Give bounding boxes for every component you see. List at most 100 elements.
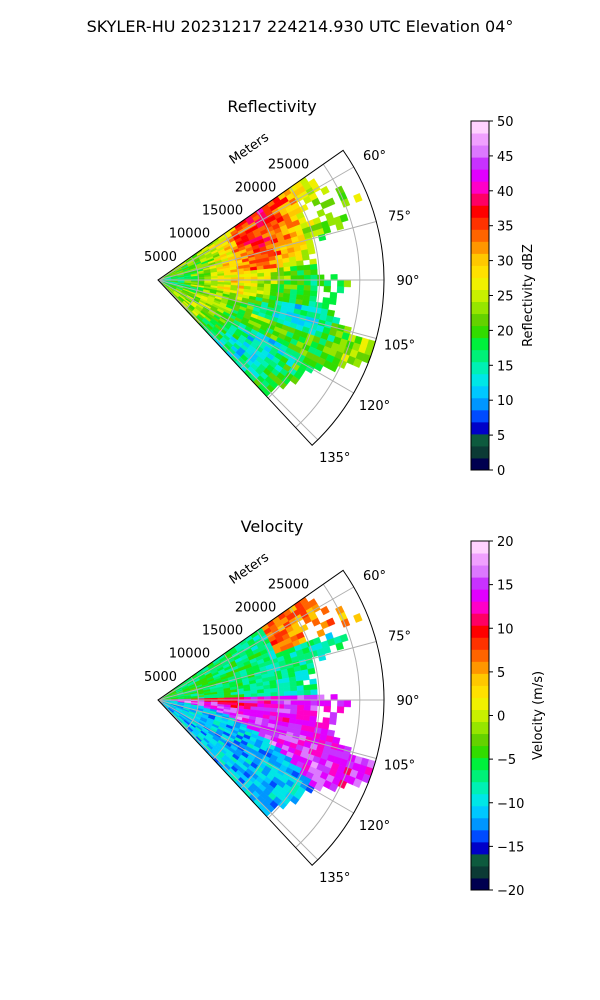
field-cell [336, 706, 345, 714]
colorbar-swatch [471, 721, 489, 735]
angle-tick-label: 135° [319, 871, 350, 886]
colorbar-tick-label: −5 [497, 753, 516, 768]
colorbar-tick-label: 20 [497, 535, 514, 550]
field-cell [244, 693, 252, 698]
field-cell [326, 617, 336, 627]
colorbar-swatch [471, 781, 489, 795]
colorbar-swatch [471, 301, 489, 315]
field-cell [296, 289, 305, 296]
field-cell [244, 280, 252, 284]
field-cell [297, 270, 305, 276]
colorbar-swatch [471, 421, 489, 435]
field-cell [263, 688, 271, 694]
field-cell [263, 272, 272, 277]
field-cell [297, 284, 305, 291]
field-cell [290, 280, 298, 286]
field-cell [250, 693, 258, 698]
colorbar-swatch [471, 277, 489, 290]
field-cell [326, 197, 336, 207]
sector-frame [157, 569, 385, 866]
field-cell [309, 290, 318, 297]
colorbar-swatch [471, 445, 489, 459]
field-cell [270, 283, 278, 289]
colorbar-swatch [471, 313, 489, 327]
field-cell [296, 680, 304, 687]
colorbar-swatch [471, 433, 489, 447]
field-cell [256, 689, 265, 694]
field-cell [283, 271, 292, 277]
field-cell [283, 284, 292, 290]
field-cell [230, 694, 238, 698]
field-cell [289, 261, 298, 267]
angle-tick-label: 75° [388, 209, 411, 224]
colorbar-swatch [471, 601, 489, 614]
field-cell [290, 284, 298, 291]
field-cell [290, 704, 298, 711]
colorbar-swatch [471, 853, 489, 867]
range-ring [212, 233, 240, 340]
field-cell [263, 692, 272, 697]
colorbar-swatch [471, 385, 489, 399]
field-cell [284, 700, 292, 706]
velocity-field [157, 596, 376, 817]
colorbar-swatch [471, 373, 489, 387]
field-cell [307, 667, 316, 675]
field-cell [303, 269, 312, 276]
angle-tick-label: 60° [363, 569, 386, 584]
field-cell [290, 795, 300, 805]
colorbar-swatch [471, 229, 489, 242]
field-cell [297, 690, 305, 696]
colorbar-swatch [471, 349, 489, 363]
field-cell [270, 280, 278, 285]
field-cell [263, 703, 272, 709]
field-cell [337, 700, 345, 708]
field-cell [250, 273, 258, 278]
colorbar-swatch [471, 217, 489, 230]
azimuth-spoke [157, 166, 354, 281]
colorbar-tick-label: 50 [497, 115, 514, 130]
field-cell [303, 710, 311, 717]
field-cell [323, 285, 331, 293]
field-cell [337, 280, 345, 288]
colorbar-swatch [471, 805, 489, 819]
field-cell [250, 700, 258, 704]
colorbar-swatch [471, 457, 489, 471]
colorbar-label: Reflectivity dBZ [521, 244, 536, 347]
colorbar-swatch [471, 817, 489, 831]
field-cell [270, 703, 278, 709]
colorbar-swatch [471, 241, 489, 254]
colorbar-tick-label: 15 [497, 359, 514, 374]
angle-tick-labels: 60° 75° 90° 105° 120° 135° [319, 569, 419, 886]
field-cell [310, 269, 318, 276]
colorbar-tick-label: 30 [497, 255, 514, 270]
field-cell [250, 689, 258, 695]
field-cell [230, 274, 238, 278]
field-cell [305, 784, 315, 794]
colorbar-swatch [471, 181, 489, 194]
colorbar-swatch [471, 661, 489, 674]
field-cell [270, 271, 278, 277]
field-cell [305, 364, 315, 374]
field-cell [257, 692, 265, 698]
angle-tick-label: 75° [388, 629, 411, 644]
field-cell [303, 290, 311, 297]
field-cell [339, 633, 349, 643]
field-cell [290, 270, 298, 277]
field-cell [309, 683, 318, 691]
colorbar-swatch [471, 793, 489, 807]
field-cell [250, 280, 258, 284]
colorbar-tick-label: 10 [497, 622, 514, 637]
field-cell [317, 700, 325, 707]
radial-tick-label: 20000 [235, 180, 276, 195]
field-cell [264, 700, 272, 705]
radial-tick-label: 25000 [268, 577, 309, 592]
field-cell [270, 691, 278, 697]
field-cell [328, 782, 339, 793]
field-cell [310, 285, 318, 292]
colorbar-tick-label: 15 [497, 579, 514, 594]
field-cell [303, 700, 312, 706]
polar-grid [157, 149, 385, 446]
velocity-colorbar: −20 −15 −10 −5 0 5 10 15 20 [470, 535, 524, 899]
colorbar-swatch [471, 877, 489, 891]
